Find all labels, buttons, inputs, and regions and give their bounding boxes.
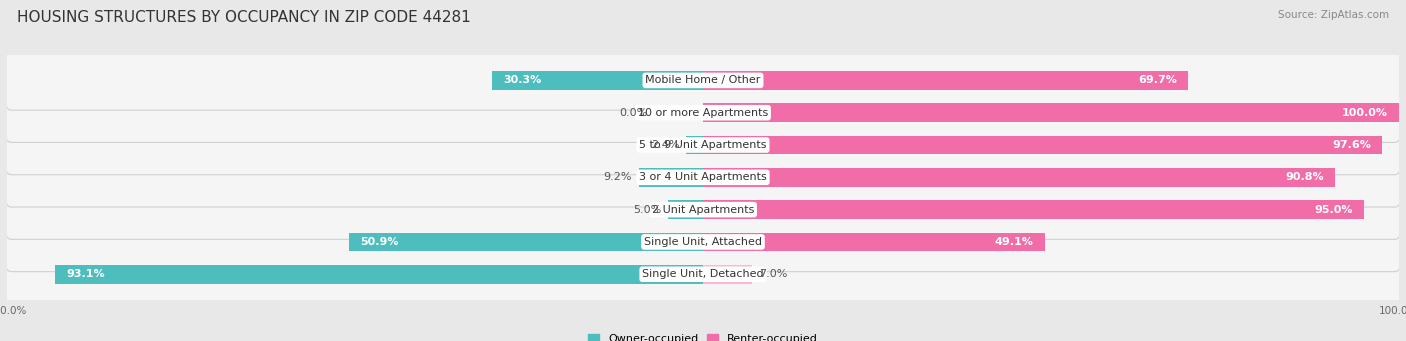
Text: Single Unit, Detached: Single Unit, Detached — [643, 269, 763, 279]
FancyBboxPatch shape — [4, 244, 1402, 304]
FancyBboxPatch shape — [4, 51, 1402, 110]
Bar — [638, 168, 703, 187]
Text: 30.3%: 30.3% — [503, 75, 541, 85]
Text: HOUSING STRUCTURES BY OCCUPANCY IN ZIP CODE 44281: HOUSING STRUCTURES BY OCCUPANCY IN ZIP C… — [17, 10, 471, 25]
Text: 2 Unit Apartments: 2 Unit Apartments — [652, 205, 754, 214]
FancyBboxPatch shape — [4, 148, 1402, 207]
Bar — [349, 233, 703, 251]
Bar — [686, 136, 703, 154]
Text: Mobile Home / Other: Mobile Home / Other — [645, 75, 761, 85]
Text: 5.0%: 5.0% — [633, 205, 661, 214]
Text: 7.0%: 7.0% — [759, 269, 787, 279]
Text: Source: ZipAtlas.com: Source: ZipAtlas.com — [1278, 10, 1389, 20]
Text: 93.1%: 93.1% — [66, 269, 105, 279]
Bar — [703, 200, 1364, 219]
Legend: Owner-occupied, Renter-occupied: Owner-occupied, Renter-occupied — [583, 329, 823, 341]
Bar — [703, 103, 1399, 122]
FancyBboxPatch shape — [4, 180, 1402, 239]
Bar — [703, 136, 1382, 154]
Bar — [703, 233, 1045, 251]
Bar — [668, 200, 703, 219]
Text: 97.6%: 97.6% — [1333, 140, 1371, 150]
Text: 10 or more Apartments: 10 or more Apartments — [638, 108, 768, 118]
Text: 2.4%: 2.4% — [651, 140, 679, 150]
Text: 69.7%: 69.7% — [1137, 75, 1177, 85]
Text: 50.9%: 50.9% — [360, 237, 398, 247]
FancyBboxPatch shape — [4, 83, 1402, 143]
Text: Single Unit, Attached: Single Unit, Attached — [644, 237, 762, 247]
Text: 49.1%: 49.1% — [994, 237, 1033, 247]
Text: 100.0%: 100.0% — [1341, 108, 1388, 118]
FancyBboxPatch shape — [4, 212, 1402, 272]
Text: 0.0%: 0.0% — [619, 108, 647, 118]
Text: 9.2%: 9.2% — [603, 172, 633, 182]
Bar — [703, 265, 752, 284]
FancyBboxPatch shape — [4, 115, 1402, 175]
Text: 5 to 9 Unit Apartments: 5 to 9 Unit Apartments — [640, 140, 766, 150]
Bar — [703, 168, 1334, 187]
Text: 95.0%: 95.0% — [1315, 205, 1353, 214]
Bar — [492, 71, 703, 90]
Bar — [55, 265, 703, 284]
Text: 90.8%: 90.8% — [1285, 172, 1324, 182]
Text: 3 or 4 Unit Apartments: 3 or 4 Unit Apartments — [640, 172, 766, 182]
Bar — [703, 71, 1188, 90]
